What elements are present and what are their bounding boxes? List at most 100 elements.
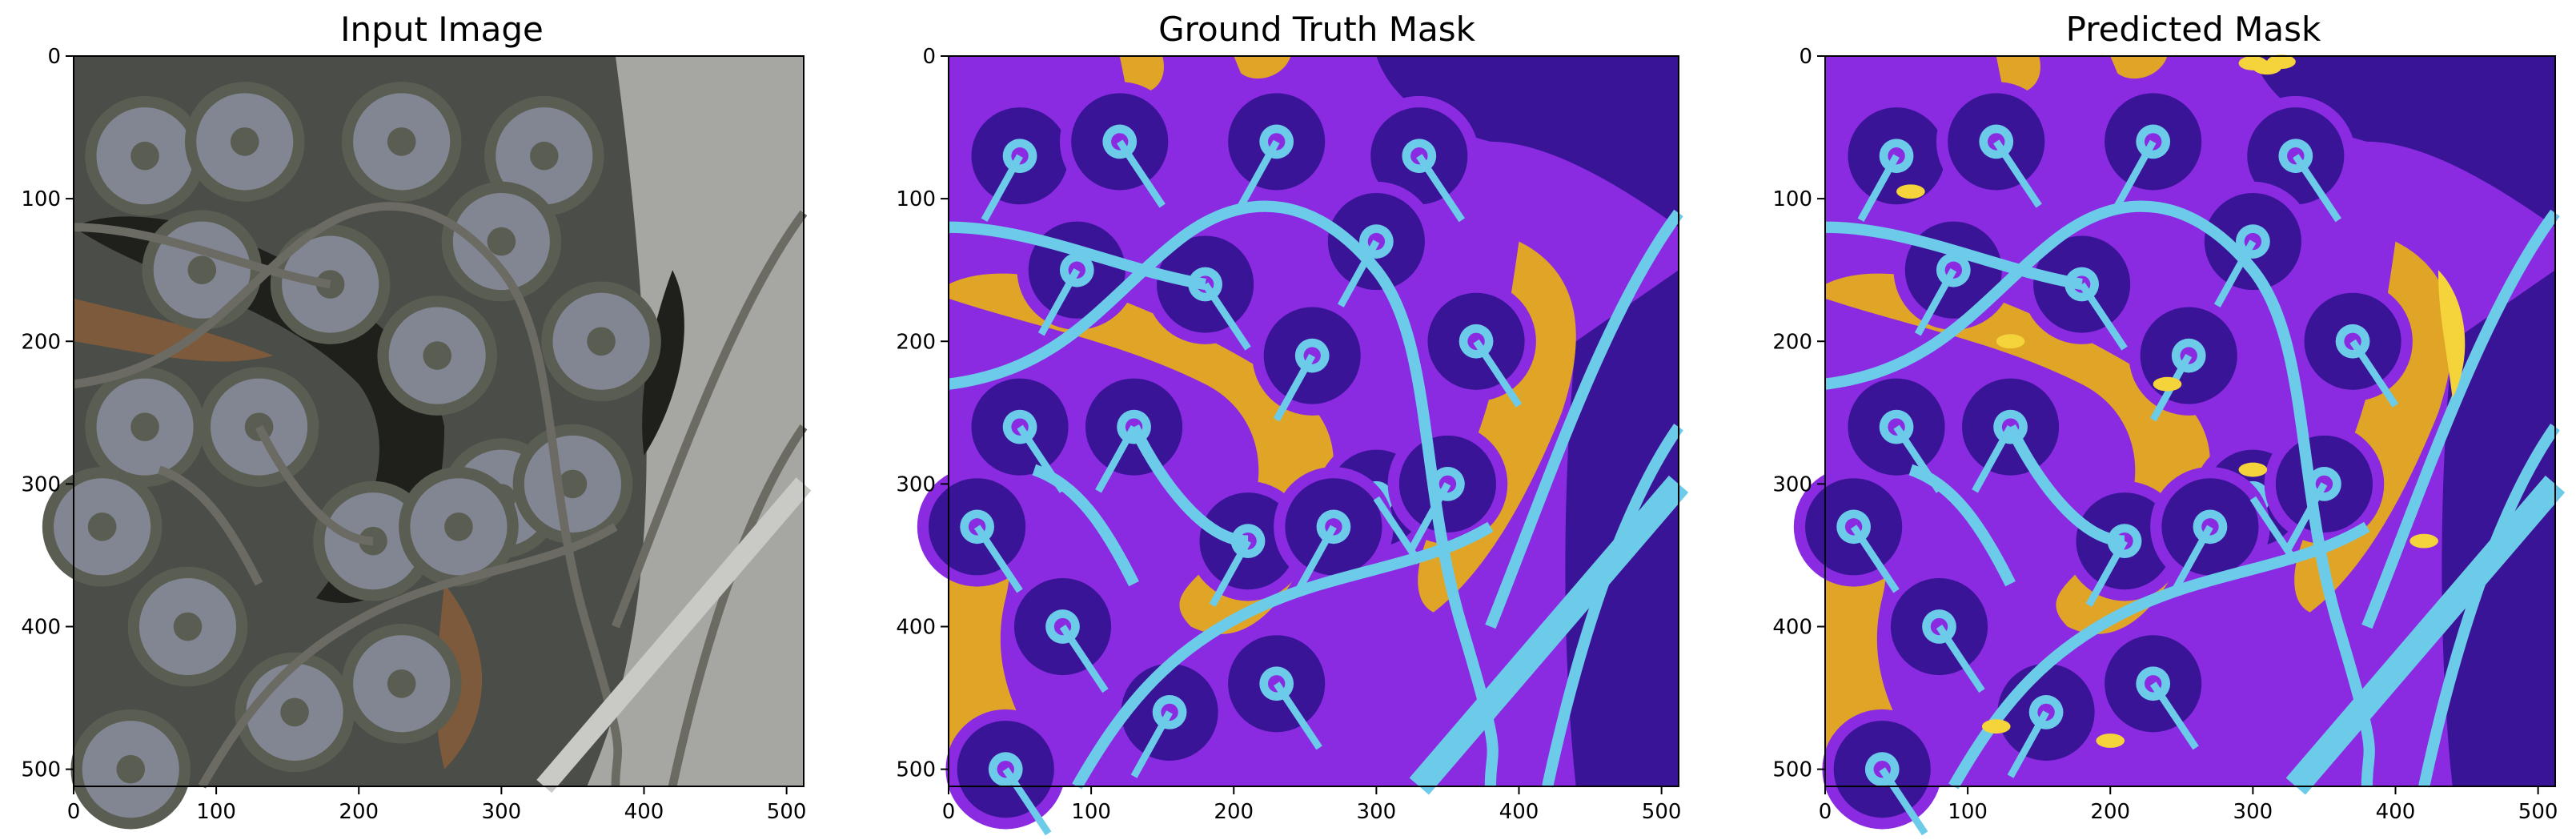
x-tick-label: 0 xyxy=(1819,800,1832,824)
predicted-noise xyxy=(2409,533,2438,549)
y-tick-label: 200 xyxy=(21,330,61,354)
mask-image xyxy=(917,56,1689,836)
branch-road xyxy=(981,154,1023,223)
road xyxy=(1485,209,1683,629)
x-tick-label: 100 xyxy=(1071,800,1111,824)
branch-road xyxy=(973,524,1023,593)
x-tick-label: 100 xyxy=(196,800,236,824)
branch-road xyxy=(1037,268,1081,336)
y-tick-label: 100 xyxy=(1772,187,1812,211)
predicted-mask-panel: Predicted Mask 0 0 100 100 200 200 300 300 400 40… xyxy=(1751,0,2576,840)
x-tick-label: 300 xyxy=(2233,800,2273,824)
image-road xyxy=(73,223,331,289)
predicted-noise xyxy=(1996,334,2025,349)
road xyxy=(1072,521,1494,790)
branch-road xyxy=(1017,424,1066,493)
branch-road xyxy=(1002,767,1052,836)
branch-road xyxy=(2114,139,2157,208)
branch-road xyxy=(2171,524,2213,593)
image-cluster-center xyxy=(187,255,217,284)
branch-road xyxy=(2078,282,2128,351)
building-region xyxy=(1376,56,1679,227)
branch-road xyxy=(1059,625,1109,693)
y-tick-label: 500 xyxy=(21,758,61,782)
branch-road xyxy=(2085,539,2128,607)
image-cluster-center xyxy=(130,141,159,171)
branch-road xyxy=(1209,539,1251,607)
branch-road xyxy=(2007,710,2049,778)
ground-truth-axes: 0 0 100 100 200 200 300 300 400 400 500 500 xyxy=(896,45,1689,836)
road xyxy=(2361,209,2560,629)
x-tick-label: 200 xyxy=(1214,800,1254,824)
y-tick-label: 0 xyxy=(1799,45,1812,69)
branch-road xyxy=(2213,239,2257,307)
branch-road xyxy=(2249,496,2299,565)
branch-road xyxy=(1936,625,1985,693)
image-road xyxy=(158,465,263,586)
input-image xyxy=(42,56,812,830)
image-cluster-center xyxy=(116,754,146,784)
x-tick-label: 500 xyxy=(767,800,807,824)
image-road xyxy=(611,210,808,629)
branch-road xyxy=(1117,139,1166,208)
branch-road xyxy=(2349,339,2399,408)
branch-road xyxy=(1273,681,1322,750)
x-tick-label: 200 xyxy=(2090,800,2130,824)
branch-road xyxy=(1914,268,1957,336)
x-tick-label: 300 xyxy=(482,800,522,824)
axes-frame xyxy=(1824,55,2556,787)
branch-road xyxy=(1416,154,1465,223)
y-tick-label: 200 xyxy=(896,330,936,354)
image-cluster-center xyxy=(387,669,416,698)
branch-road xyxy=(1972,424,2014,493)
image-cluster-center xyxy=(444,512,473,541)
branch-road xyxy=(1238,139,1280,208)
image-main-road xyxy=(536,477,812,794)
y-tick-label: 400 xyxy=(21,616,61,640)
image-cluster-center xyxy=(487,227,516,256)
building-region xyxy=(2253,56,2555,227)
x-tick-label: 300 xyxy=(1357,800,1397,824)
y-tick-label: 300 xyxy=(21,472,61,496)
image-cluster-center xyxy=(173,612,203,641)
branch-road xyxy=(1373,496,1422,565)
image-cluster-center xyxy=(130,412,159,441)
branch-road xyxy=(1337,239,1380,307)
axes-frame xyxy=(948,55,1679,787)
y-tick-label: 500 xyxy=(1772,758,1812,782)
input-image-panel: Input Image 0 0 100 100 200 200 300 300 400 400 50… xyxy=(0,0,833,840)
branch-road xyxy=(1850,524,1900,593)
branch-road xyxy=(1879,767,1928,836)
branch-road xyxy=(1095,424,1138,493)
branch-road xyxy=(1893,424,1943,493)
branch-road xyxy=(2293,154,2341,223)
branch-road xyxy=(1294,524,1337,593)
image-road xyxy=(255,424,374,545)
y-tick-label: 200 xyxy=(1772,330,1812,354)
panel-title-ground-truth: Ground Truth Mask xyxy=(1158,10,1475,49)
predicted-noise xyxy=(2096,733,2125,748)
image-road xyxy=(668,424,808,788)
road xyxy=(1824,221,2083,291)
y-tick-label: 0 xyxy=(47,45,61,69)
x-tick-label: 400 xyxy=(2376,800,2416,824)
branch-road xyxy=(2149,681,2199,750)
branch-road xyxy=(1993,139,2042,208)
image-cluster-center xyxy=(530,141,559,171)
panel-title-input: Input Image xyxy=(340,10,544,49)
image-cluster-center xyxy=(423,341,452,370)
image-cluster-center xyxy=(230,127,259,156)
x-tick-label: 500 xyxy=(1642,800,1682,824)
road xyxy=(2005,424,2125,547)
branch-road xyxy=(1473,339,1523,408)
ground-truth-panel: Ground Truth Mask 0 0 100 100 200 200 300 300 40… xyxy=(875,0,1707,840)
y-tick-label: 100 xyxy=(896,187,936,211)
x-tick-label: 200 xyxy=(339,800,379,824)
predicted-mask-axes: 0 0 100 100 200 200 300 300 400 400 500 500 xyxy=(1772,45,2566,836)
water-region xyxy=(2110,56,2168,79)
y-tick-label: 400 xyxy=(1772,616,1812,640)
predicted-noise xyxy=(1896,184,1925,199)
mask-image xyxy=(1793,54,2566,836)
branch-road xyxy=(1273,353,1316,422)
axes-frame xyxy=(73,55,804,787)
